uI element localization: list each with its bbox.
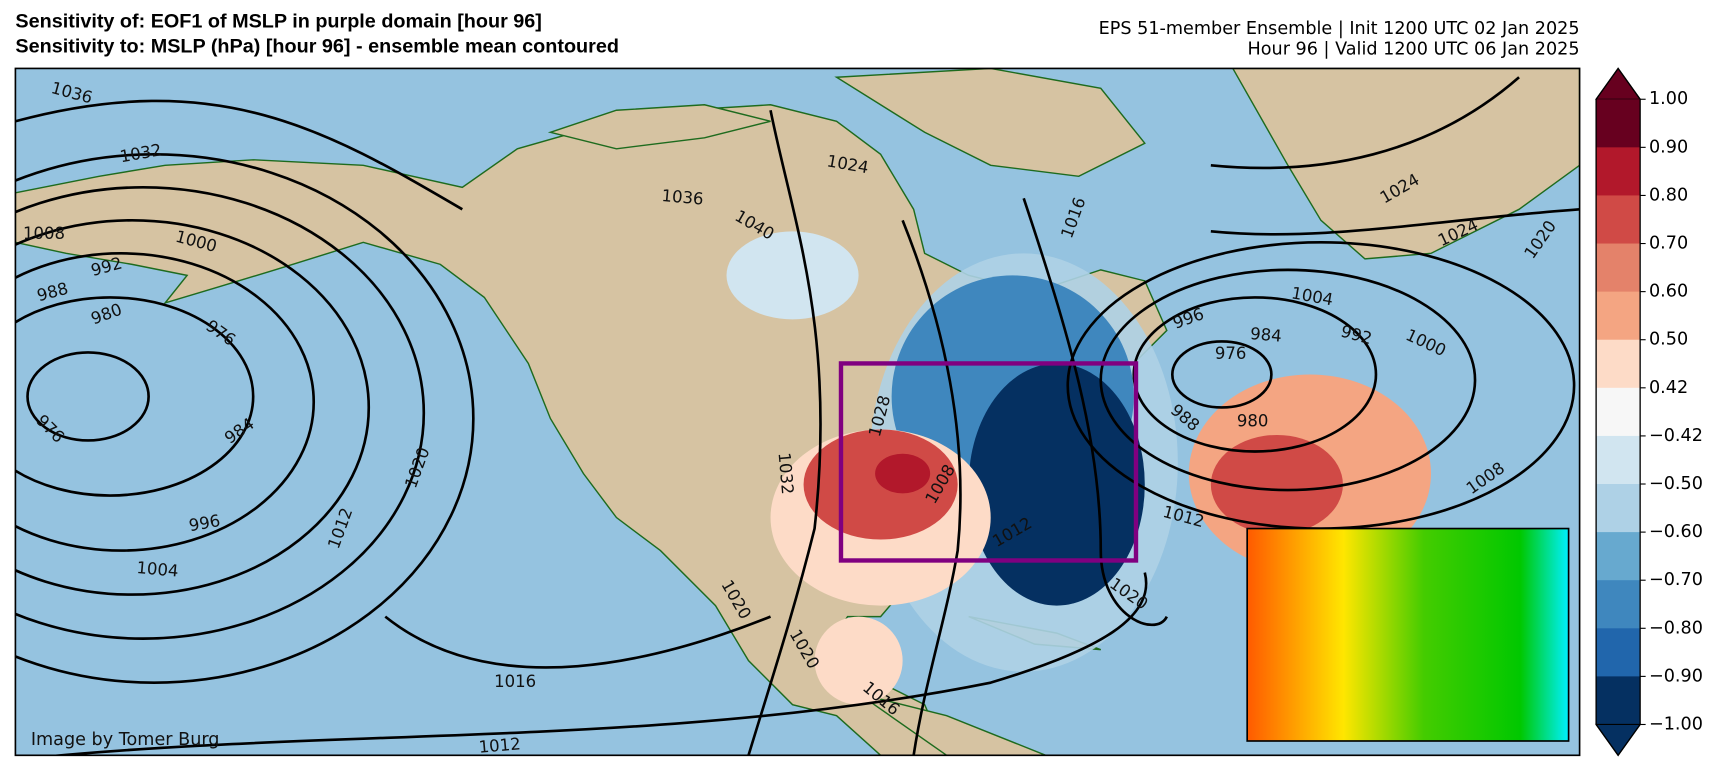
- colorbar-band: [1596, 532, 1641, 581]
- colorbar-band: [1596, 387, 1641, 437]
- colorbar-band: [1596, 580, 1641, 629]
- title: Sensitivity to: MSLP (hPa) [hour 96] - e…: [15, 36, 619, 58]
- land: [834, 68, 1146, 178]
- colorbar-tick-label: −0.70: [1649, 570, 1703, 590]
- colorbar-tick-label: −0.80: [1649, 618, 1703, 638]
- contour-label: 1036: [661, 186, 704, 209]
- domain-box: [838, 361, 1139, 563]
- colorbar-tick-label: 0.80: [1649, 185, 1688, 205]
- colorbar-band: [1596, 484, 1641, 533]
- colorbar-extend: [1595, 67, 1642, 100]
- colorbar-tick-label: −0.60: [1649, 522, 1703, 542]
- contour-label: 1012: [478, 734, 521, 757]
- info: Hour 96 | Valid 1200 UTC 06 Jan 2025: [1248, 40, 1580, 60]
- shading: [814, 616, 903, 705]
- info: EPS 51-member Ensemble | Init 1200 UTC 0…: [1099, 19, 1580, 39]
- shading: [968, 363, 1145, 606]
- contour-label: 976: [1215, 344, 1247, 363]
- map-frame: [14, 67, 1581, 757]
- colorbar-band: [1596, 99, 1641, 148]
- colorbar: 1.00 0.90 0.80 0.70 0.60 0.50 0.42 −0.42 −0.50 −0…: [1595, 67, 1703, 757]
- colorbar-tick-label: −0.90: [1649, 666, 1703, 686]
- contour-label: 984: [1249, 324, 1282, 346]
- land: [1232, 68, 1580, 260]
- inset-map: [1246, 527, 1570, 742]
- contour-label: 980: [1237, 411, 1269, 430]
- contour-label: 1016: [494, 672, 536, 691]
- credit: Image by Tomer Burg: [31, 730, 220, 750]
- colorbar-tick-label: 0.60: [1649, 282, 1688, 302]
- land: [547, 104, 771, 150]
- colorbar-band: [1596, 291, 1641, 341]
- title: Sensitivity of: EOF1 of MSLP in purple d…: [15, 10, 542, 32]
- colorbar-tick-label: 0.50: [1649, 330, 1688, 350]
- shading: [875, 453, 931, 494]
- contour-label: 1004: [136, 558, 179, 581]
- colorbar-band: [1596, 676, 1641, 726]
- colorbar-band: [1596, 628, 1641, 677]
- shading: [726, 231, 859, 320]
- colorbar-band: [1596, 195, 1641, 245]
- colorbar-tick-label: −0.42: [1649, 426, 1703, 446]
- colorbar-band: [1596, 147, 1641, 196]
- colorbar-extend: [1595, 723, 1642, 757]
- colorbar-band: [1596, 339, 1641, 389]
- contour-label: 1008: [23, 224, 65, 243]
- shading: [1210, 434, 1343, 535]
- colorbar-tick-label: 0.70: [1649, 234, 1688, 254]
- contour-label: 1032: [775, 452, 798, 495]
- colorbar-tick-label: 0.42: [1649, 378, 1688, 398]
- colorbar-tick-label: 1.00: [1649, 89, 1688, 109]
- colorbar-band: [1596, 243, 1641, 293]
- colorbar-tick-label: −1.00: [1649, 714, 1703, 734]
- colorbar-tick-label: 0.90: [1649, 137, 1688, 157]
- colorbar-band: [1596, 435, 1641, 485]
- colorbar-tick-label: −0.50: [1649, 474, 1703, 494]
